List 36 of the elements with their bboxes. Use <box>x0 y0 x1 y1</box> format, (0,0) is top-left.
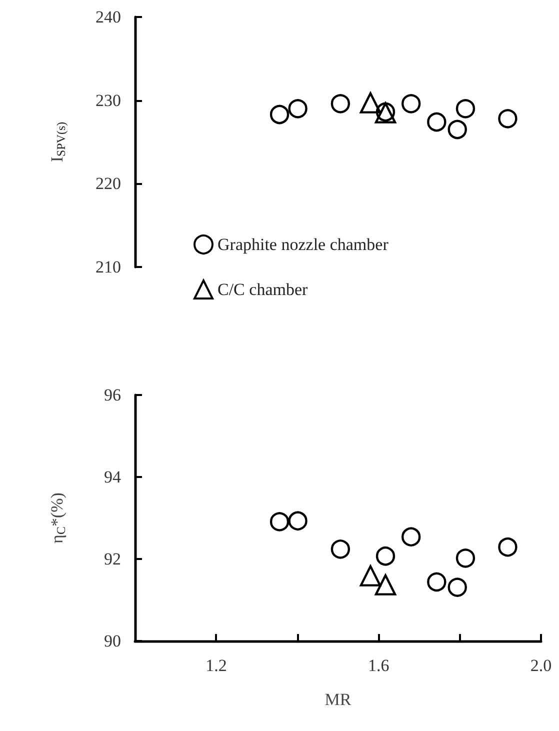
y-tick-label: 96 <box>104 386 121 404</box>
point <box>288 99 308 118</box>
y-axis-title: ISPV(s) <box>48 122 68 162</box>
y-tick-label: 210 <box>96 258 121 276</box>
y-axis-title: ηC*(%) <box>48 492 68 544</box>
legend-label: C/C chamber <box>218 280 308 299</box>
point <box>427 572 446 592</box>
point <box>401 527 421 546</box>
x-tick-label: 1.2 <box>206 656 227 675</box>
x-axis-title: MR <box>324 690 352 709</box>
point <box>360 92 382 114</box>
point <box>376 546 396 566</box>
y-tick-label: 220 <box>96 174 121 194</box>
y-tick-label: 230 <box>96 90 121 110</box>
point <box>270 104 290 124</box>
y-tick-label: 240 <box>96 8 121 26</box>
point <box>448 578 467 597</box>
point <box>498 109 518 128</box>
point <box>270 512 290 532</box>
y-tick-label: 92 <box>104 550 121 568</box>
point <box>401 94 421 114</box>
point <box>288 511 308 530</box>
point <box>360 565 382 586</box>
x-tick-label: 1.6 <box>368 656 390 675</box>
point <box>330 94 350 114</box>
point <box>427 112 446 132</box>
point <box>456 548 476 568</box>
y-tick-label: 94 <box>104 468 122 486</box>
point <box>374 574 396 596</box>
point <box>330 540 350 559</box>
legend-label: Graphite nozzle chamber <box>218 235 389 254</box>
point <box>498 538 518 557</box>
y-tick-label: 90 <box>104 632 121 650</box>
point <box>448 120 467 140</box>
point <box>456 99 476 118</box>
x-tick-label: 2.0 <box>530 656 552 675</box>
